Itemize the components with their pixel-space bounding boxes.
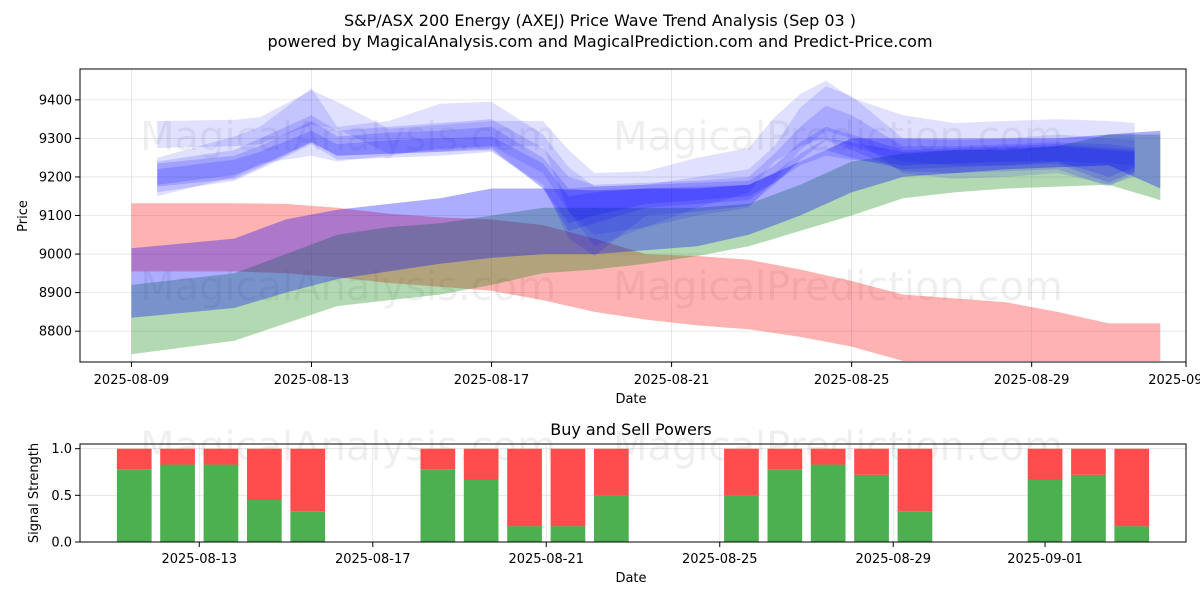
price-x-tick-label: 2025-08-29 [994,373,1070,388]
sell-bar [247,448,282,500]
buy-bar [810,464,846,542]
buy-bar [420,469,456,542]
chart-subtitle: powered by MagicalAnalysis.com and Magic… [267,32,932,51]
buy-bar [290,511,326,542]
signal-y-tick-label: 1.0 [51,442,72,457]
price-panel: MagicalAnalysis.com MagicalPrediction.com… [16,68,1200,407]
sell-bar [810,448,846,465]
sell-bar [420,448,456,470]
buy-bar [1027,479,1063,542]
price-x-ticks: 2025-08-09 2025-08-13 2025-08-17 2025-08-21… [94,362,1200,388]
price-x-label: Date [615,392,646,407]
price-watermark: MagicalPrediction.com [613,114,1063,160]
signal-x-tick-label: 2025-08-25 [682,552,758,567]
buy-bar [550,526,586,542]
signal-x-tick-label: 2025-08-29 [855,552,931,567]
signal-y-tick-label: 0.5 [51,489,72,504]
blue-wave-5 [157,130,1135,224]
signal-title: Buy and Sell Powers [550,420,712,439]
sell-bar [1071,448,1106,475]
price-x-tick-label: 2025-08-09 [94,373,170,388]
blue-wave-1 [157,80,1135,235]
price-x-tick-label: 2025-08-17 [454,373,530,388]
buy-bar [854,474,889,542]
blue-band [131,130,1161,318]
price-watermark: MagicalPrediction.com [613,264,1063,310]
price-y-tick-label: 8900 [39,286,72,301]
sell-bar [767,448,803,470]
buy-bar [160,464,195,542]
sell-bar [116,448,152,470]
buy-bar [1071,474,1106,542]
price-y-tick-label: 9300 [39,132,72,147]
signal-plot-frame [79,443,1187,543]
signal-x-ticks: 2025-08-13 2025-08-17 2025-08-21 2025-08-25… [161,542,1083,567]
buy-bar [724,495,759,542]
price-grid [80,69,1187,362]
blue-wave-3 [157,105,1135,256]
sell-bar [724,448,759,496]
buy-bar [463,479,499,542]
chart-title: S&P/ASX 200 Energy (AXEJ) Price Wave Tre… [344,11,856,30]
price-y-tick-label: 9100 [39,209,72,224]
green-band [131,134,1161,355]
price-y-tick-label: 8800 [39,325,72,340]
price-x-tick-label: 2025-09-01 [1148,373,1200,388]
buy-bar [507,526,542,542]
buy-bar [594,495,629,542]
sell-bar [1114,448,1150,527]
signal-bars [116,448,1150,542]
signal-y-tick-label: 0.0 [51,536,72,551]
blue-wave-4 [157,121,1135,231]
signal-y-label: Signal Strength [27,443,42,543]
buy-bar [116,469,152,542]
sell-bar [160,448,195,465]
signal-x-tick-label: 2025-08-17 [335,552,411,567]
sell-bar [463,448,499,480]
price-bands [131,80,1161,361]
sell-bar [550,448,586,527]
sell-bar [594,448,629,496]
price-y-tick-label: 9000 [39,248,72,263]
sell-bar [507,448,542,527]
price-y-tick-label: 9400 [39,93,72,108]
signal-panel: Buy and Sell Powers MagicalAnalysis.com M… [27,420,1187,586]
price-watermarks: MagicalAnalysis.com MagicalPrediction.com… [140,114,1063,310]
sell-bar [854,448,889,475]
price-watermark: MagicalAnalysis.com [140,264,556,310]
sell-bar [1027,448,1063,480]
price-watermark: MagicalAnalysis.com [140,114,556,160]
price-plot-area [80,69,1186,362]
sell-bar [897,448,933,512]
buy-bar [767,469,803,542]
red-band [131,203,1161,361]
buy-bar [247,500,282,542]
signal-x-label: Date [615,571,646,586]
price-x-tick-label: 2025-08-25 [814,373,890,388]
buy-bar [897,511,933,542]
blue-wave-2 [157,86,1135,247]
signal-x-tick-label: 2025-08-21 [508,552,584,567]
sell-bar [290,448,326,512]
price-y-label: Price [16,200,31,232]
signal-x-tick-label: 2025-08-13 [161,552,237,567]
signal-x-tick-label: 2025-09-01 [1007,552,1083,567]
buy-bar [1114,526,1150,542]
price-x-tick-label: 2025-08-21 [634,373,710,388]
price-x-tick-label: 2025-08-13 [274,373,350,388]
sell-bar [203,448,239,465]
price-y-ticks: 8800 8900 9000 9100 9200 9300 9400 [39,93,80,340]
buy-bar [203,464,239,542]
price-y-tick-label: 9200 [39,170,72,185]
signal-y-ticks: 0.0 0.5 1.0 [51,442,80,551]
